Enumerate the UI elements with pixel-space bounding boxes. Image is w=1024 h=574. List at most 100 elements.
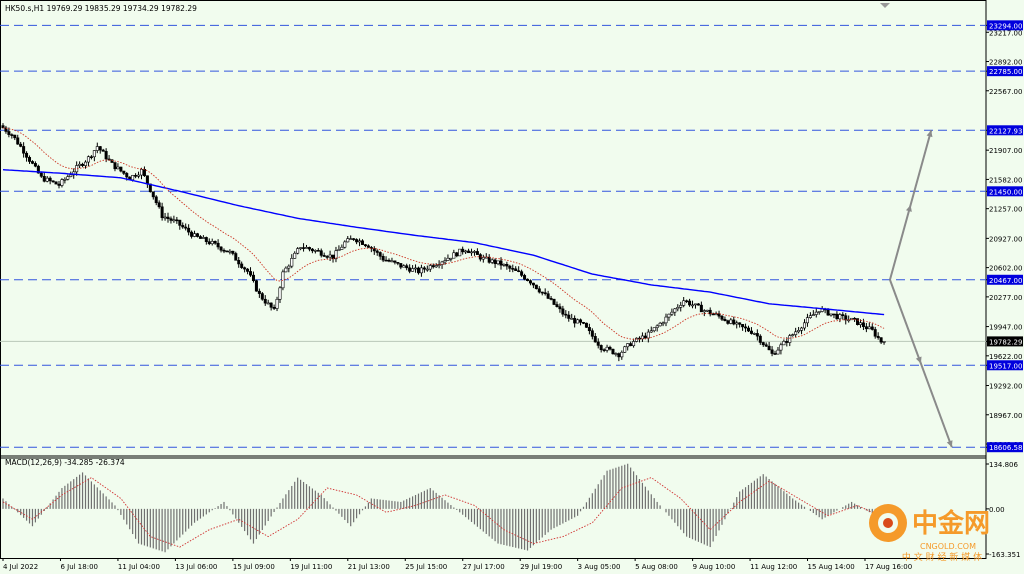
- candle: [10, 133, 14, 139]
- candle: [419, 264, 423, 277]
- candle: [390, 257, 394, 263]
- time-tick-label: 5 Aug 08:00: [635, 563, 678, 571]
- candle-body: [299, 247, 303, 249]
- candle-body: [652, 327, 656, 332]
- candle-body: [163, 216, 167, 219]
- candle: [673, 308, 677, 316]
- candle-body: [275, 298, 279, 309]
- watermark-slogan: 中 文 财 经 新 媒 体: [902, 551, 982, 563]
- candle: [602, 348, 606, 353]
- candle: [139, 167, 143, 180]
- candle-body: [661, 322, 665, 325]
- candle-body: [57, 183, 61, 186]
- candle-body: [181, 225, 185, 228]
- candle: [446, 254, 450, 261]
- candle: [511, 264, 515, 273]
- candle-body: [290, 258, 294, 267]
- candle-body: [7, 131, 11, 135]
- candle-body: [366, 245, 370, 248]
- candle-body: [876, 335, 880, 338]
- candle-body: [378, 252, 382, 257]
- candle: [523, 273, 527, 281]
- price-tick-label: 18967.00: [989, 412, 1022, 420]
- candle-body: [60, 179, 64, 186]
- candle: [608, 345, 612, 351]
- candle: [470, 248, 474, 256]
- candle-body: [579, 319, 583, 323]
- candle: [425, 265, 429, 272]
- candle-body: [125, 173, 129, 178]
- candle-body: [36, 165, 40, 174]
- candle-body: [360, 240, 364, 245]
- candle: [688, 298, 692, 307]
- candle: [86, 155, 90, 167]
- candle: [623, 345, 627, 353]
- candle-body: [260, 293, 264, 300]
- candle-body: [266, 302, 270, 305]
- candle-body: [593, 336, 597, 343]
- candle: [157, 200, 161, 209]
- candle-body: [776, 349, 780, 355]
- candle-body: [328, 254, 332, 258]
- candle: [708, 307, 712, 317]
- candle-body: [738, 322, 742, 325]
- candle: [802, 319, 806, 331]
- candle-body: [540, 291, 544, 294]
- candle-body: [747, 327, 751, 332]
- candle: [540, 291, 544, 296]
- candle-body: [45, 177, 49, 182]
- candle-body: [411, 268, 415, 272]
- candle: [122, 170, 126, 175]
- candle-body: [151, 191, 155, 198]
- candle: [434, 263, 438, 268]
- price-tick-label: 20602.00: [989, 265, 1022, 273]
- candle: [467, 248, 471, 254]
- candle: [514, 266, 518, 271]
- candle-body: [794, 331, 798, 335]
- candle: [691, 300, 695, 309]
- candle: [198, 235, 202, 239]
- candle-body: [511, 268, 515, 270]
- time-tick-label: 21 Jul 13:00: [348, 563, 390, 571]
- candle-body: [346, 238, 350, 243]
- candle: [576, 318, 580, 324]
- level-price-label: 19517.00: [989, 362, 1022, 370]
- candle-body: [802, 322, 806, 329]
- candle: [358, 238, 362, 247]
- candle-body: [755, 333, 759, 337]
- candle: [493, 258, 497, 268]
- candle-body: [310, 248, 314, 252]
- candle-body: [623, 346, 627, 353]
- candle: [490, 258, 494, 265]
- candle: [481, 254, 485, 263]
- candle: [207, 238, 211, 246]
- price-tick-label: 23217.00: [989, 29, 1022, 37]
- candle-body: [682, 300, 686, 306]
- candle: [670, 308, 674, 317]
- candle: [134, 173, 138, 179]
- candle: [800, 326, 804, 335]
- candle: [717, 310, 721, 319]
- candle: [60, 178, 64, 188]
- candle-body: [558, 306, 562, 310]
- candle: [472, 250, 476, 256]
- candle-body: [761, 342, 765, 346]
- candle: [437, 260, 441, 269]
- candle: [84, 160, 88, 169]
- candle-body: [632, 341, 636, 347]
- candle: [508, 264, 512, 273]
- candle-body: [564, 313, 568, 316]
- candle: [51, 180, 55, 183]
- candle: [269, 302, 273, 311]
- time-tick-label: 29 Jul 19:00: [520, 563, 562, 571]
- candle-body: [767, 345, 771, 351]
- candle-body: [573, 317, 577, 324]
- time-tick-label: 11 Aug 12:00: [750, 563, 797, 571]
- candle-body: [419, 267, 423, 274]
- candle: [201, 235, 205, 239]
- candle: [28, 155, 32, 164]
- candle: [455, 251, 459, 258]
- candle-body: [207, 241, 211, 245]
- candle-body: [729, 319, 733, 324]
